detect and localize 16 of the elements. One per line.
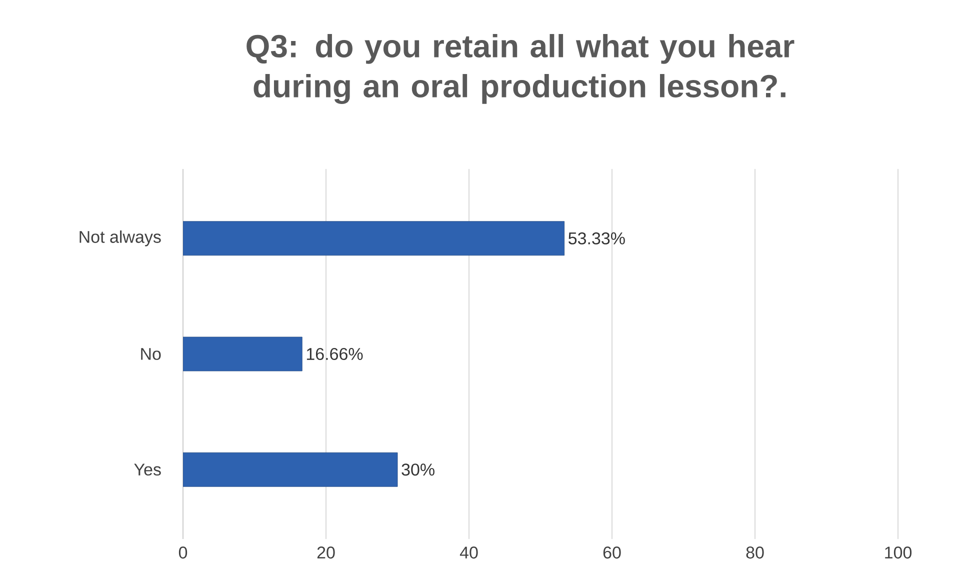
- data-label: 16.66%: [306, 348, 363, 360]
- x-tick-label: 0: [178, 546, 188, 559]
- bar: [183, 452, 398, 487]
- y-tick-label: Yes: [134, 464, 161, 476]
- x-tick-label: 20: [317, 546, 335, 559]
- data-label: 30%: [402, 464, 434, 476]
- x-tick-label: 80: [746, 546, 764, 559]
- bar: [183, 336, 302, 372]
- x-tick-label: 40: [460, 546, 478, 559]
- y-tick-label: Not always: [80, 230, 161, 246]
- x-tick-label: 100: [885, 546, 912, 559]
- data-label: 53.33%: [568, 232, 625, 244]
- y-tick-label: No: [141, 348, 161, 360]
- chart-title: Q3: do you retain all what you hear during an oral production lesson?.: [246, 34, 794, 104]
- x-tick-label: 60: [603, 546, 621, 559]
- bar: [183, 221, 565, 256]
